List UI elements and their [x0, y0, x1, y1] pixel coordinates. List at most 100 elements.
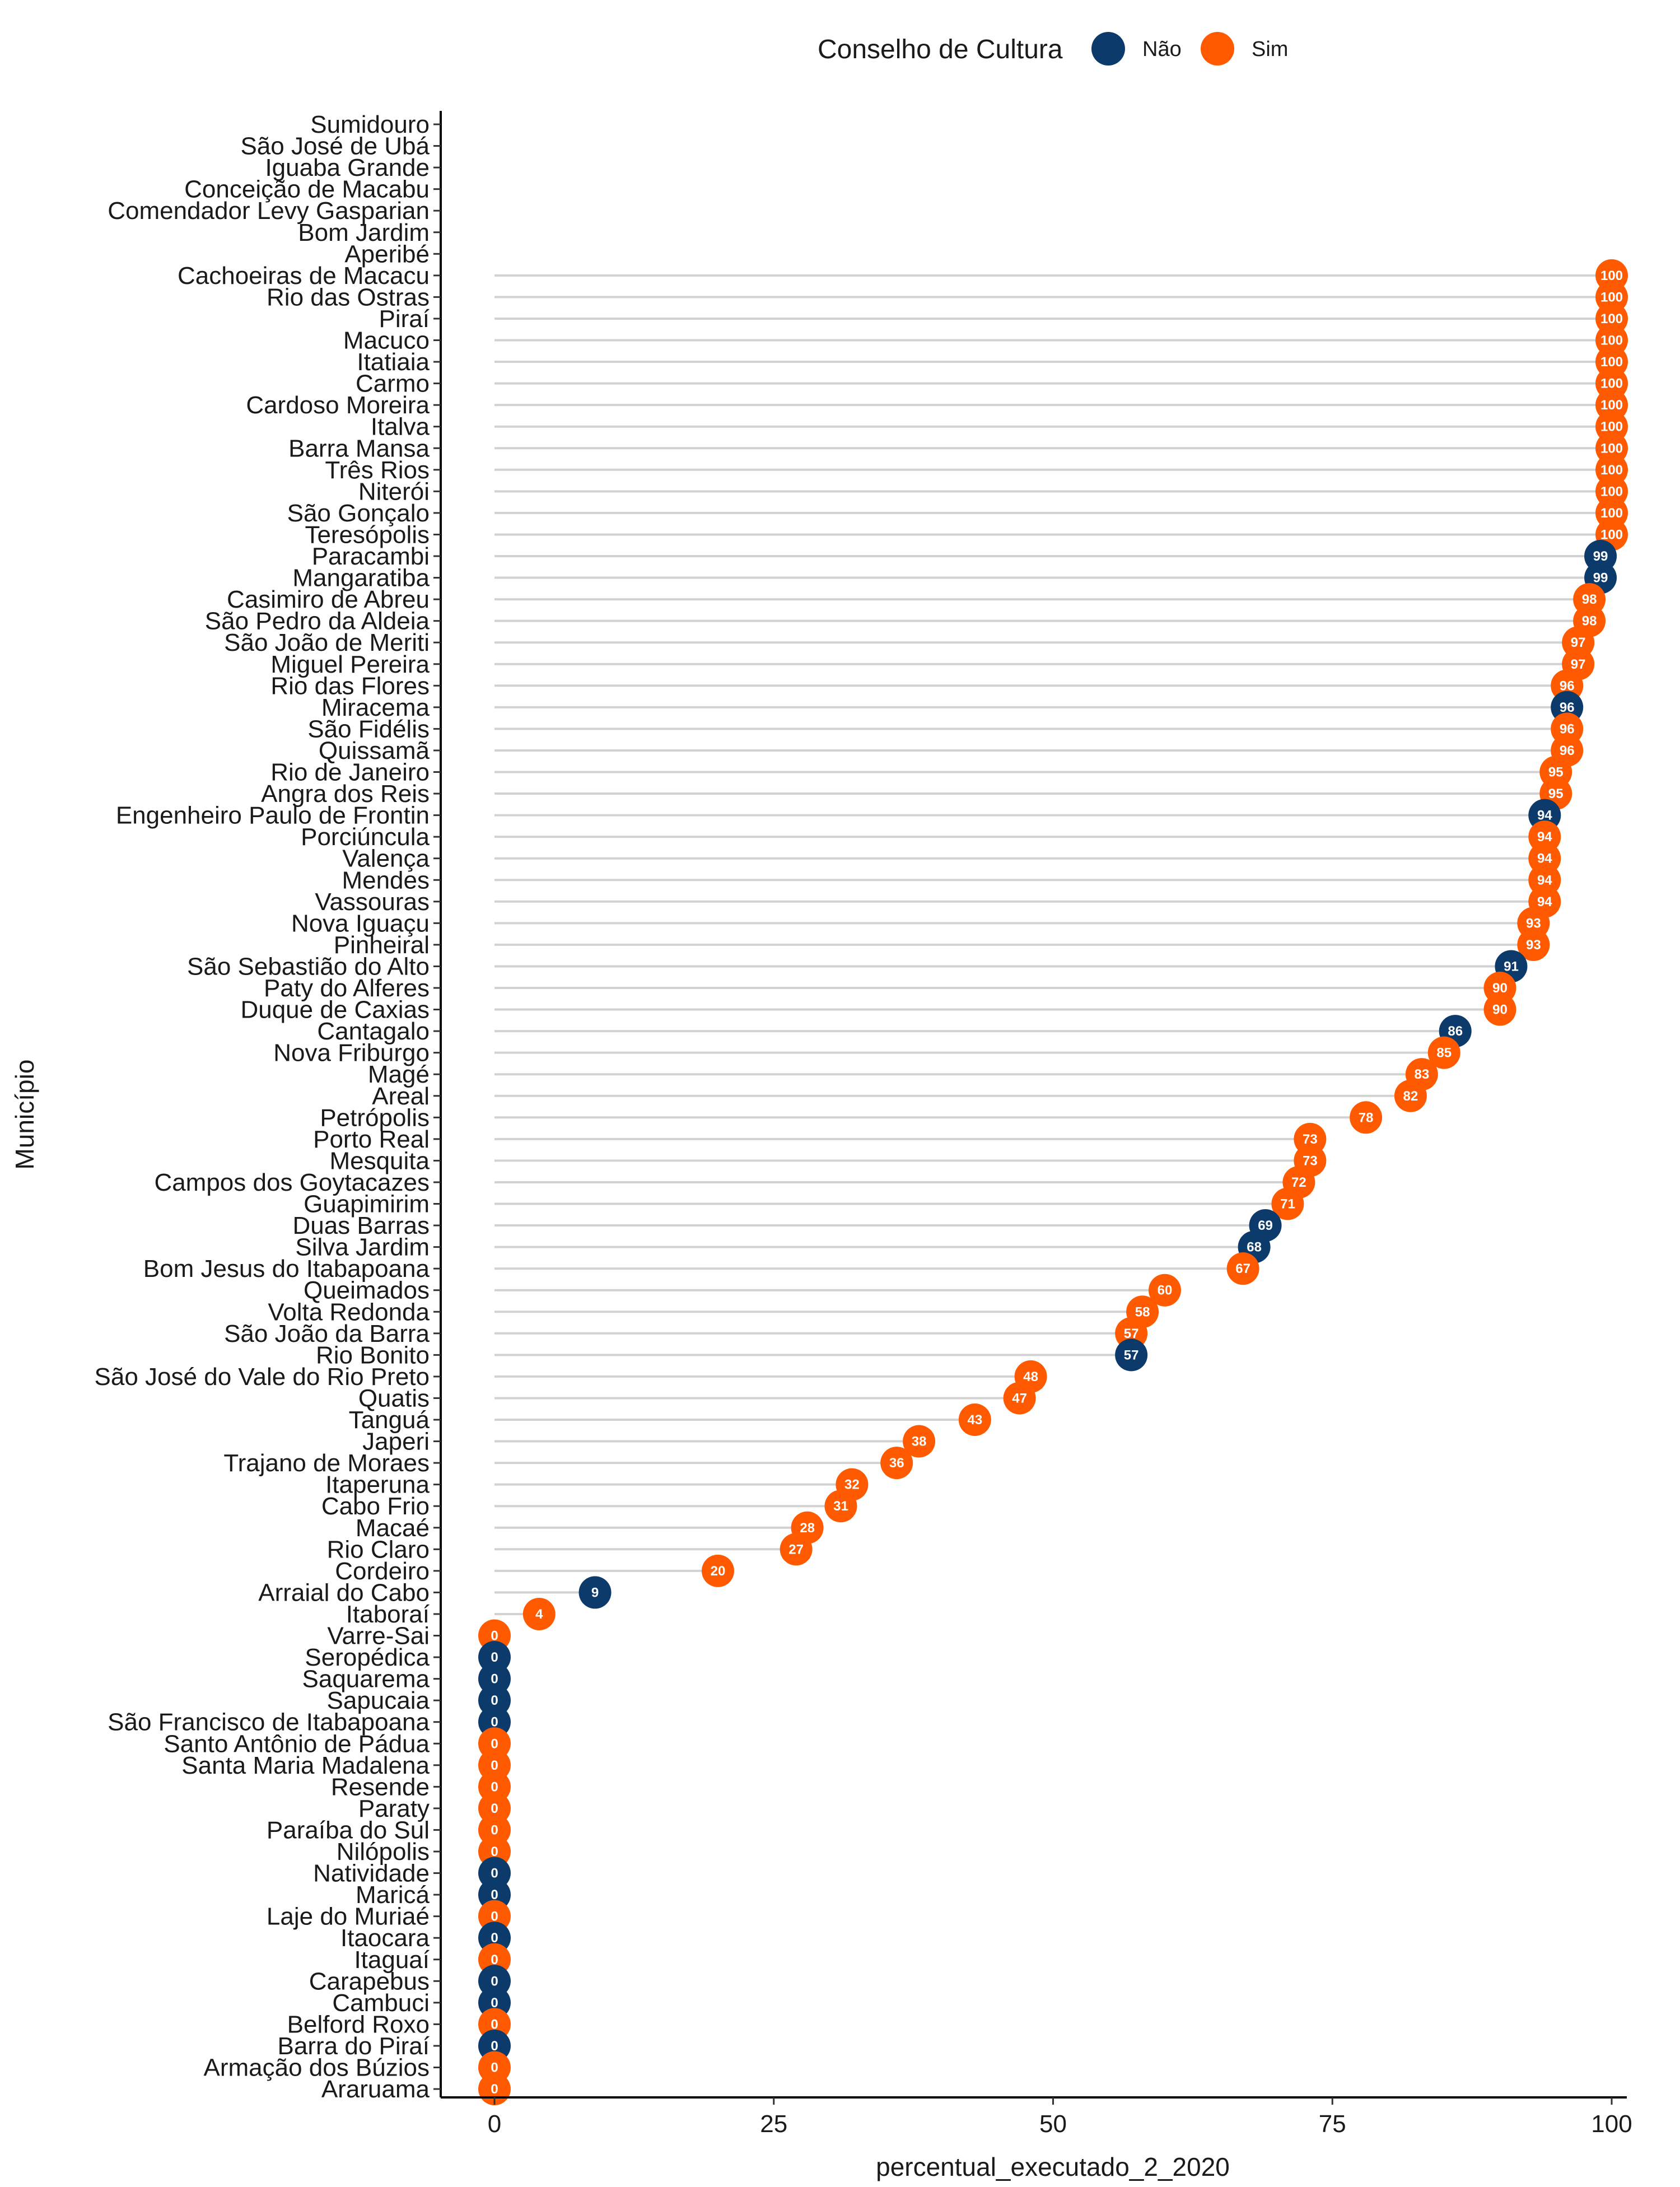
legend-title: Conselho de Cultura — [818, 35, 1063, 64]
y-tick-label: Nova Friburgo — [273, 1039, 430, 1067]
y-tick-label: Itaperuna — [325, 1471, 430, 1499]
y-tick-label: Casimiro de Abreu — [227, 586, 430, 613]
point-value-label: 100 — [1600, 333, 1623, 348]
point-value-label: 94 — [1537, 851, 1552, 866]
point-value-label: 100 — [1600, 441, 1623, 456]
point-value-label: 0 — [491, 1974, 498, 1989]
point-value-label: 100 — [1600, 527, 1623, 542]
y-tick-label: Engenheiro Paulo de Frontin — [116, 802, 430, 829]
y-tick-label: Silva Jardim — [295, 1234, 430, 1261]
y-tick-label: Queimados — [304, 1277, 430, 1304]
y-tick-label: Santo Antônio de Pádua — [164, 1730, 430, 1757]
point-value-label: 73 — [1303, 1132, 1318, 1147]
data-point — [1271, 1187, 1304, 1220]
point-value-label: 0 — [491, 2082, 498, 2097]
y-tick-label: Cachoeiras de Macacu — [178, 262, 430, 290]
y-tick-label: Paraty — [358, 1795, 430, 1822]
point-value-label: 0 — [491, 1650, 498, 1665]
y-tick-label: Magé — [368, 1061, 430, 1088]
y-tick-label: Resende — [331, 1773, 430, 1801]
y-tick-label: Araruama — [321, 2076, 430, 2103]
point-value-label: 100 — [1600, 376, 1623, 391]
y-tick-label: Paracambi — [312, 543, 430, 570]
point-value-label: 0 — [491, 1629, 498, 1644]
y-tick-label: Cantagalo — [317, 1018, 430, 1045]
point-value-label: 0 — [491, 1758, 498, 1773]
point-value-label: 99 — [1593, 571, 1608, 586]
y-tick-label: São João de Meriti — [224, 629, 430, 656]
point-value-label: 96 — [1560, 678, 1575, 693]
point-value-label: 0 — [491, 1844, 498, 1859]
y-tick-label: Paraíba do Sul — [267, 1816, 430, 1844]
legend-swatch-sim — [1201, 32, 1234, 66]
y-tick-label: Rio das Ostras — [267, 283, 430, 311]
y-tick-label: Teresópolis — [305, 521, 430, 548]
y-tick-label: Laje do Muriaé — [267, 1903, 430, 1930]
point-value-label: 86 — [1448, 1024, 1463, 1039]
data-point — [1149, 1274, 1181, 1307]
point-value-label: 100 — [1600, 355, 1623, 370]
point-value-label: 90 — [1492, 981, 1508, 996]
point-value-label: 38 — [912, 1434, 927, 1449]
y-tick-label: Duque de Caxias — [240, 996, 430, 1024]
point-value-label: 58 — [1135, 1304, 1150, 1319]
point-value-label: 0 — [491, 1693, 498, 1708]
y-tick-label: Santa Maria Madalena — [181, 1752, 430, 1779]
point-value-label: 71 — [1280, 1197, 1295, 1212]
point-value-label: 48 — [1023, 1369, 1038, 1384]
point-value-label: 0 — [491, 1736, 498, 1751]
y-tick-label: Sumidouro — [310, 111, 430, 138]
y-axis-title: Município — [10, 1060, 39, 1170]
point-value-label: 100 — [1600, 419, 1623, 435]
point-value-label: 0 — [491, 1930, 498, 1946]
data-point — [1394, 1079, 1427, 1112]
point-value-label: 32 — [844, 1477, 860, 1493]
y-tick-label: Duas Barras — [292, 1212, 430, 1239]
y-tick-label: Cabo Frio — [321, 1493, 430, 1520]
point-value-label: 0 — [491, 2060, 498, 2076]
y-tick-label: Natividade — [313, 1860, 430, 1887]
y-tick-label: Três Rios — [325, 456, 430, 484]
point-value-label: 90 — [1492, 1002, 1508, 1018]
data-point — [958, 1403, 991, 1436]
point-value-label: 0 — [491, 1779, 498, 1794]
point-value-label: 94 — [1537, 894, 1552, 910]
point-value-label: 97 — [1571, 657, 1586, 672]
point-value-label: 100 — [1600, 290, 1623, 305]
data-point — [702, 1554, 734, 1587]
y-tick-label: São Fidélis — [307, 715, 430, 743]
legend-label-nao: Não — [1142, 38, 1182, 61]
point-value-label: 100 — [1600, 268, 1623, 283]
x-tick-label: 0 — [488, 2110, 501, 2138]
point-value-label: 95 — [1548, 765, 1564, 780]
y-tick-label: Aperibé — [344, 240, 430, 268]
y-tick-label: Japeri — [362, 1428, 430, 1456]
legend-swatch-nao — [1091, 32, 1125, 66]
point-value-label: 27 — [788, 1542, 804, 1557]
point-value-label: 83 — [1414, 1067, 1429, 1082]
y-tick-label: Tanguá — [349, 1406, 430, 1434]
point-value-label: 0 — [491, 1995, 498, 2011]
data-point — [578, 1576, 612, 1609]
y-tick-label: Trajano de Moraes — [223, 1449, 430, 1477]
point-value-label: 47 — [1012, 1391, 1027, 1406]
point-value-label: 94 — [1537, 829, 1552, 845]
y-tick-label: Maricá — [356, 1881, 430, 1909]
point-value-label: 100 — [1600, 398, 1623, 413]
y-tick-label: Carapebus — [309, 1967, 430, 1995]
point-value-label: 68 — [1247, 1240, 1262, 1255]
y-tick-label: Barra Mansa — [288, 435, 430, 462]
point-value-label: 85 — [1436, 1046, 1452, 1061]
point-value-label: 28 — [800, 1521, 815, 1536]
point-value-label: 0 — [491, 1909, 498, 1924]
point-value-label: 72 — [1291, 1175, 1306, 1190]
y-tick-label: Rio das Flores — [270, 672, 430, 700]
point-value-label: 0 — [491, 1822, 498, 1838]
data-point — [1115, 1339, 1148, 1372]
point-value-label: 0 — [491, 1887, 498, 1902]
point-value-label: 98 — [1582, 614, 1597, 629]
plot-area: 100 100 100 100 100 100 100 100 100 100 100 100 100 9… — [478, 259, 1628, 2106]
data-point — [1350, 1101, 1383, 1134]
y-tick-label: Itaocara — [340, 1924, 430, 1952]
y-tick-label: Petrópolis — [320, 1104, 430, 1131]
